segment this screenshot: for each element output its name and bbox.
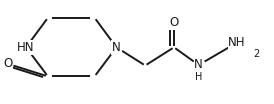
Text: NH: NH — [228, 36, 246, 49]
Text: N: N — [112, 41, 121, 54]
Text: HN: HN — [17, 41, 35, 54]
Text: 2: 2 — [254, 49, 260, 59]
Text: O: O — [4, 57, 13, 71]
Text: O: O — [169, 16, 179, 29]
Text: N: N — [194, 58, 203, 72]
Text: H: H — [195, 72, 202, 82]
